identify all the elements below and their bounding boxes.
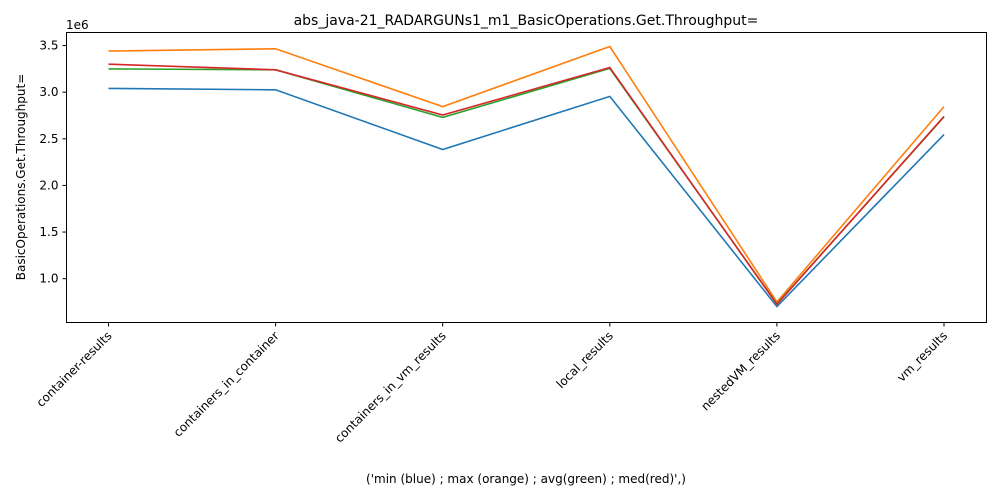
x-tick-label: local_results [554,329,616,391]
x-tick-label: nestedVM_results [698,329,783,414]
series-line-0 [108,87,945,308]
series-line-2 [108,67,945,306]
series-line-1 [108,45,945,304]
x-tick-label: containers_in_container [171,329,282,440]
y-tick-label: 1.0 [39,272,58,286]
x-tick-label: vm_results [894,329,950,385]
plot-area [66,32,987,323]
y-tick-label: 2.0 [39,178,58,192]
x-axis: container-results containers_in_container… [34,322,950,446]
x-axis-label: ('min (blue) ; max (orange) ; avg(green)… [366,472,686,486]
x-tick-label: container-results [34,329,115,410]
x-tick-label: containers_in_vm_results [332,329,449,446]
y-tick-label: 3.0 [39,85,58,99]
y-tick-label: 3.5 [39,39,58,53]
y-tick-label: 2.5 [39,132,58,146]
series-lines [108,45,945,308]
y-axis-offset-label: 1e6 [66,18,89,32]
y-tick-label: 1.5 [39,225,58,239]
y-axis-label: BasicOperations.Get.Throughput= [14,74,28,281]
chart-title: abs_java-21_RADARGUNs1_m1_BasicOperation… [294,13,759,29]
y-axis: 1.0 1.5 2.0 2.5 3.0 3.5 [39,39,67,286]
series-line-3 [108,63,945,306]
